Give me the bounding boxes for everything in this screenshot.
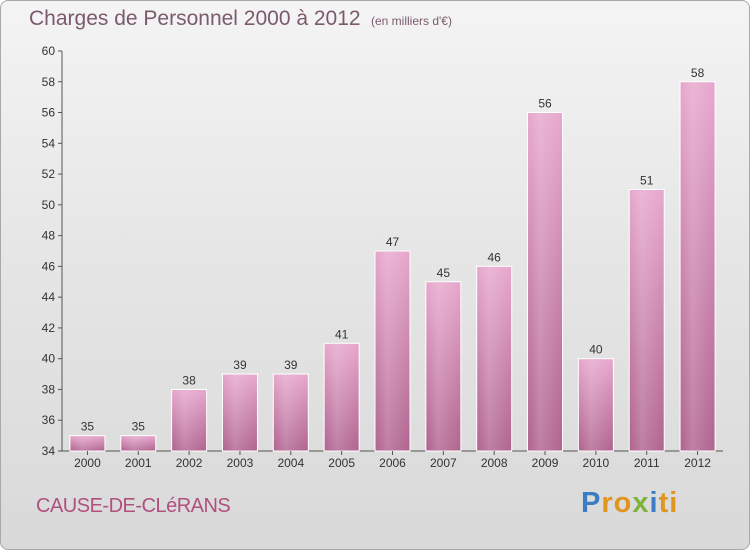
x-tick-label: 2009	[532, 456, 559, 470]
x-tick-label: 2000	[74, 456, 101, 470]
y-tick-label: 40	[42, 352, 56, 366]
bar-highlight	[70, 436, 104, 450]
bar-highlight	[579, 359, 613, 450]
chart-unit-note: (en milliers d'€)	[371, 14, 452, 28]
x-tick-label: 2005	[328, 456, 355, 470]
x-tick-label: 2002	[176, 456, 203, 470]
bar-value-label: 39	[233, 358, 247, 372]
y-tick-label: 44	[42, 290, 56, 304]
commune-name: CAUSE-DE-CLéRANS	[36, 495, 231, 517]
chart-title: Charges de Personnel 2000 à 2012	[29, 7, 361, 30]
x-tick-label: 2004	[277, 456, 304, 470]
bar-highlight	[172, 390, 206, 450]
bar-highlight	[477, 267, 511, 450]
y-tick-label: 38	[42, 382, 56, 396]
bar-value-label: 39	[284, 358, 298, 372]
y-tick-label: 54	[42, 136, 56, 150]
y-tick-label: 36	[42, 413, 56, 427]
y-tick-label: 42	[42, 321, 56, 335]
bar-value-label: 56	[538, 97, 552, 111]
bar-value-label: 46	[488, 250, 502, 264]
y-tick-label: 48	[42, 229, 56, 243]
bar-highlight	[376, 252, 409, 450]
bar-value-label: 35	[132, 420, 146, 434]
bar-value-label: 58	[691, 66, 705, 80]
y-tick-label: 52	[42, 167, 56, 181]
y-tick-label: 34	[42, 444, 56, 458]
y-tick-label: 56	[42, 106, 56, 120]
bar-highlight	[325, 344, 359, 450]
y-tick-label: 50	[42, 198, 56, 212]
bar-highlight	[426, 282, 460, 450]
x-tick-label: 2001	[125, 456, 152, 470]
bar-highlight	[274, 375, 308, 450]
proxiti-logo: Proxiti	[581, 487, 679, 519]
bar-highlight	[630, 190, 664, 450]
bar-highlight	[223, 375, 257, 450]
x-tick-label: 2012	[684, 456, 711, 470]
bar-value-label: 51	[640, 173, 654, 187]
x-tick-label: 2011	[634, 456, 660, 470]
bar-value-label: 38	[182, 373, 196, 387]
y-tick-label: 46	[42, 259, 56, 273]
x-tick-label: 2003	[227, 456, 254, 470]
bar-highlight	[528, 113, 562, 451]
bar-value-label: 41	[335, 327, 349, 341]
bar-value-label: 35	[81, 420, 95, 434]
x-tick-label: 2008	[481, 456, 508, 470]
bar-value-label: 45	[437, 266, 451, 280]
x-tick-label: 2007	[430, 456, 457, 470]
x-tick-label: 2006	[379, 456, 406, 470]
bar-highlight	[681, 82, 715, 451]
bar-value-label: 40	[589, 343, 603, 357]
x-tick-label: 2010	[583, 456, 610, 470]
bar-value-label: 47	[386, 235, 400, 249]
bar-highlight	[121, 436, 155, 450]
y-tick-label: 58	[42, 75, 56, 89]
y-tick-label: 60	[42, 44, 56, 58]
